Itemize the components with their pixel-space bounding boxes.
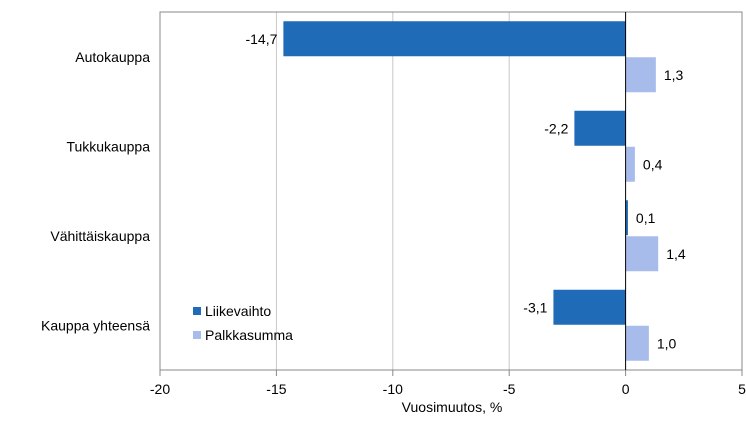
legend-label: Liikevaihto [205, 303, 271, 319]
category-label: Tukkukauppa [66, 138, 150, 154]
legend: Liikevaihto Palkkasumma [193, 303, 293, 343]
data-label: -14,7 [245, 31, 277, 47]
category-label: Kauppa yhteensä [41, 317, 150, 333]
data-label: 0,1 [636, 210, 656, 226]
plot-area-frame [159, 11, 743, 371]
legend-label: Palkkasumma [205, 327, 293, 343]
x-axis-title: Vuosimuutos, % [402, 399, 503, 415]
bar-liikevaihto [283, 21, 626, 57]
data-label: 1,4 [666, 246, 686, 262]
legend-swatch [193, 331, 201, 339]
bar-palkkasumma [625, 325, 649, 361]
category-label: Autokauppa [75, 49, 150, 65]
bar-palkkasumma [625, 146, 635, 182]
data-labels: -14,7 1,3 -2,2 0,4 0,1 1,4 -3,1 1,0 [245, 31, 685, 352]
data-label: 0,4 [643, 156, 663, 172]
legend-swatch [193, 307, 201, 315]
data-label: -2,2 [544, 120, 568, 136]
x-tick-label: -15 [266, 381, 286, 397]
x-tick-label: 5 [738, 381, 746, 397]
bar-liikevaihto [574, 110, 626, 146]
bar-palkkasumma [625, 236, 659, 272]
x-tick-label: 0 [622, 381, 630, 397]
x-tick-label: -10 [383, 381, 403, 397]
bar-liikevaihto [625, 200, 628, 236]
gridlines [275, 12, 510, 370]
data-label: 1,0 [657, 335, 677, 351]
x-tick-label: -20 [150, 381, 170, 397]
bar-liikevaihto [553, 289, 626, 325]
data-label: -3,1 [523, 299, 547, 315]
bar-palkkasumma [625, 57, 656, 93]
bars [283, 21, 659, 361]
category-label: Vähittäiskauppa [50, 228, 150, 244]
data-label: 1,3 [664, 67, 684, 83]
x-axis-ticks: -20 -15 -10 -5 0 5 [150, 370, 746, 397]
category-labels: Autokauppa Tukkukauppa Vähittäiskauppa Kaup… [41, 49, 150, 334]
x-tick-label: -5 [503, 381, 516, 397]
